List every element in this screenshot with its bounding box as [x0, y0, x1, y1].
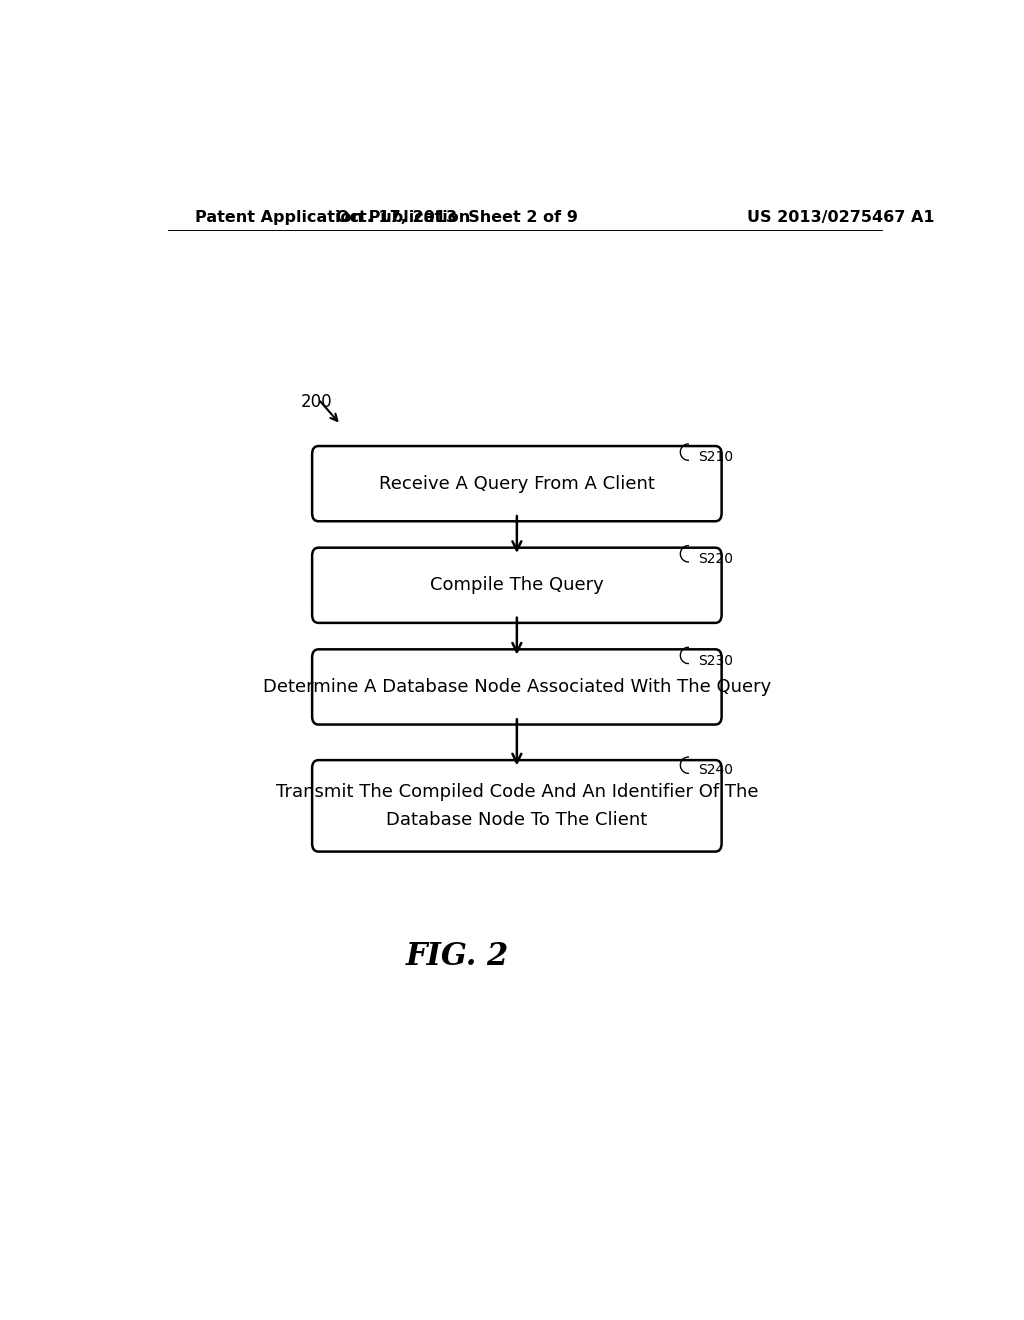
Text: Database Node To The Client: Database Node To The Client: [386, 810, 647, 829]
Text: Patent Application Publication: Patent Application Publication: [196, 210, 471, 224]
Text: S220: S220: [697, 552, 733, 566]
Text: 200: 200: [301, 393, 333, 412]
Text: Oct. 17, 2013  Sheet 2 of 9: Oct. 17, 2013 Sheet 2 of 9: [337, 210, 579, 224]
FancyBboxPatch shape: [312, 649, 722, 725]
Text: Determine A Database Node Associated With The Query: Determine A Database Node Associated Wit…: [263, 678, 771, 696]
Text: Compile The Query: Compile The Query: [430, 577, 604, 594]
Text: S230: S230: [697, 653, 733, 668]
FancyBboxPatch shape: [312, 446, 722, 521]
Text: US 2013/0275467 A1: US 2013/0275467 A1: [748, 210, 935, 224]
Text: S210: S210: [697, 450, 733, 465]
Text: FIG. 2: FIG. 2: [406, 941, 509, 972]
Text: Transmit The Compiled Code And An Identifier Of The: Transmit The Compiled Code And An Identi…: [275, 783, 758, 801]
Text: S240: S240: [697, 763, 733, 777]
FancyBboxPatch shape: [312, 760, 722, 851]
Text: Receive A Query From A Client: Receive A Query From A Client: [379, 475, 654, 492]
FancyBboxPatch shape: [312, 548, 722, 623]
